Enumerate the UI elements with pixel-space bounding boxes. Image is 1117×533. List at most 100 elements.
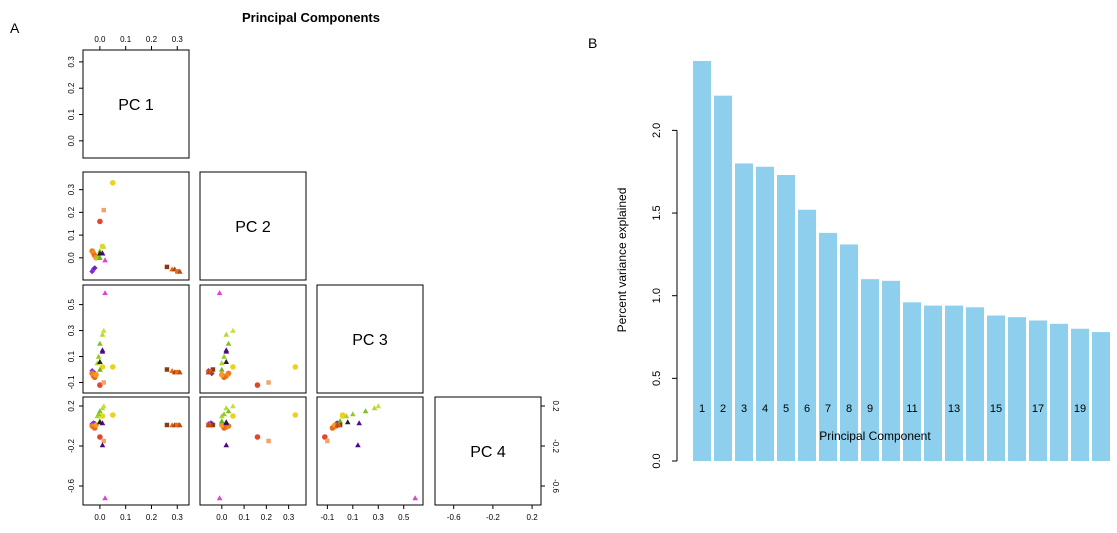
diagonal-cell-3 — [316, 284, 424, 394]
bar-pc-15 — [987, 315, 1005, 461]
bar-pc-6 — [798, 209, 816, 461]
scatter-point-4-1 — [93, 422, 99, 428]
scatter-point-2-1 — [101, 207, 107, 213]
scatter-point-3-1 — [93, 371, 99, 378]
bottom-tick-pc3: -0.1 — [320, 513, 334, 522]
bar-pc-4 — [756, 166, 774, 461]
bar-x-tick-label: 9 — [867, 403, 873, 415]
bar-x-tick-label: 19 — [1074, 403, 1086, 415]
scatter-point-4-2 — [210, 422, 216, 428]
bottom-tick-pc3: 0.3 — [373, 513, 385, 522]
bar-x-tick-label: 11 — [906, 403, 917, 415]
left-tick-pc2: 0.0 — [67, 252, 76, 264]
scatter-point-2-1 — [109, 180, 116, 186]
scatter-point-4-2 — [219, 418, 225, 424]
scatter-point-3-1 — [100, 327, 107, 333]
scatter-point-2-1 — [97, 255, 103, 261]
scatter-point-4-3 — [322, 434, 328, 440]
bar-y-tick-label: 2.0 — [651, 123, 663, 138]
scatter-point-3-2 — [292, 364, 299, 370]
bottom-tick-pc3: 0.5 — [398, 513, 410, 522]
bar-y-axis-label: Percent variance explained — [615, 188, 629, 333]
scatter-point-3-2 — [254, 382, 261, 388]
scatter-cell-3-2 — [199, 284, 307, 394]
left-tick-pc4: -0.2 — [67, 439, 76, 453]
bar-pc-17 — [1029, 320, 1047, 461]
bar-pc-13 — [945, 305, 963, 461]
diagonal-cell-4 — [434, 396, 542, 506]
scatter-point-2-1 — [164, 264, 170, 270]
scatter-point-3-1 — [97, 358, 103, 364]
scatter-point-4-3 — [337, 418, 343, 424]
scatter-point-4-1 — [164, 422, 170, 428]
scatter-point-4-2 — [254, 434, 261, 440]
scatter-point-4-2 — [292, 412, 299, 418]
bottom-tick-pc1: 0.2 — [146, 513, 158, 522]
scatter-point-2-1 — [91, 265, 98, 271]
bottom-tick-pc4: -0.6 — [447, 513, 461, 522]
scatter-point-2-1 — [97, 218, 103, 225]
bar-pc-9 — [861, 279, 879, 461]
scatter-point-4-2 — [230, 413, 236, 419]
scatter-point-4-1 — [102, 495, 108, 501]
bar-x-tick-label: 5 — [783, 403, 789, 415]
scatter-point-4-3 — [355, 442, 361, 448]
diagonal-cell-2 — [199, 171, 307, 281]
scatter-point-3-2 — [223, 348, 230, 354]
scatter-cell-4-1 — [82, 396, 190, 506]
bar-x-tick-label: 15 — [990, 403, 1002, 415]
scatter-point-2-1 — [175, 269, 180, 274]
diagonal-label-4: PC 4 — [470, 444, 506, 461]
bar-x-tick-label: 13 — [948, 403, 960, 415]
bar-pc-14 — [966, 307, 984, 461]
scatter-point-4-1 — [109, 412, 116, 418]
bar-pc-18 — [1050, 323, 1068, 461]
scatter-point-2-1 — [177, 268, 183, 274]
scatter-point-3-2 — [230, 364, 236, 370]
right-tick-pc4: -0.2 — [551, 439, 560, 453]
scatter-point-4-3 — [334, 422, 341, 428]
left-tick-pc2: 0.2 — [67, 206, 76, 218]
bar-y-tick-label: 1.0 — [651, 288, 663, 303]
diagonal-cell-1 — [82, 49, 190, 159]
scatter-point-3-2 — [223, 358, 230, 364]
left-tick-pc1: 0.2 — [67, 82, 76, 94]
scatter-point-3-1 — [94, 360, 101, 366]
bar-pc-12 — [924, 305, 942, 461]
bar-x-tick-label: 6 — [804, 403, 810, 415]
bar-pc-10 — [882, 280, 900, 461]
scatter-point-3-1 — [99, 331, 106, 337]
scatter-point-3-1 — [164, 367, 170, 372]
scatter-point-4-2 — [223, 442, 230, 448]
scatter-cell-4-3 — [316, 396, 424, 506]
scatter-point-4-2 — [266, 438, 271, 444]
bar-pc-19 — [1071, 328, 1089, 461]
bottom-tick-pc4: -0.2 — [486, 513, 500, 522]
bar-pc-20 — [1092, 332, 1110, 461]
bar-x-tick-label: 8 — [846, 403, 852, 415]
scatter-point-4-2 — [230, 403, 236, 409]
scatter-point-3-1 — [99, 364, 106, 370]
scatter-point-4-3 — [375, 403, 382, 409]
scatter-point-3-2 — [266, 380, 271, 385]
diagonal-label-3: PC 3 — [352, 332, 388, 349]
scatter-point-4-2 — [219, 422, 225, 428]
bottom-tick-pc2: 0.0 — [216, 513, 228, 522]
scatter-point-4-2 — [205, 422, 212, 428]
bottom-tick-pc3: 0.1 — [347, 513, 359, 522]
left-tick-pc1: 0.1 — [67, 108, 76, 120]
scatter-point-3-2 — [219, 371, 225, 378]
left-tick-pc3: 0.5 — [67, 298, 76, 310]
scatter-point-4-2 — [223, 405, 230, 411]
scatter-point-3-2 — [221, 353, 227, 359]
left-tick-pc2: 0.1 — [67, 229, 76, 241]
bar-x-tick-label: 4 — [762, 403, 768, 415]
scatter-point-4-1 — [99, 442, 106, 448]
scatter-point-4-2 — [223, 419, 230, 425]
panel-a-label: A — [10, 20, 20, 36]
top-tick-pc1: 0.2 — [146, 35, 158, 44]
bottom-tick-pc4: 0.2 — [527, 513, 539, 522]
scatter-point-4-3 — [344, 419, 351, 425]
scatter-cell-2-1 — [82, 171, 190, 281]
scatter-point-3-2 — [225, 340, 232, 346]
